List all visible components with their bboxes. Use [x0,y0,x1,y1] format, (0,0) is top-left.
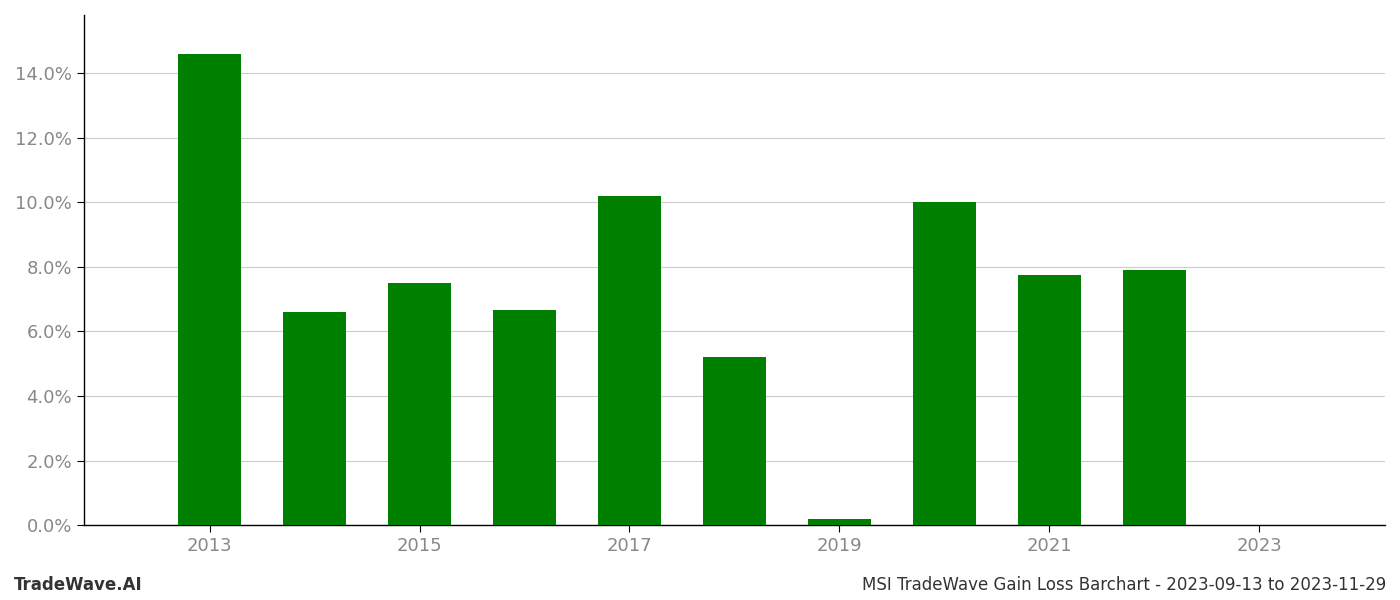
Bar [493,310,556,525]
Bar [388,283,451,525]
Bar [178,54,241,525]
Text: MSI TradeWave Gain Loss Barchart - 2023-09-13 to 2023-11-29: MSI TradeWave Gain Loss Barchart - 2023-… [862,576,1386,594]
Bar [703,357,766,525]
Bar [808,519,871,525]
Bar [1123,270,1186,525]
Bar [598,196,661,525]
Text: TradeWave.AI: TradeWave.AI [14,576,143,594]
Bar [1018,275,1081,525]
Bar [913,202,976,525]
Bar [283,312,346,525]
